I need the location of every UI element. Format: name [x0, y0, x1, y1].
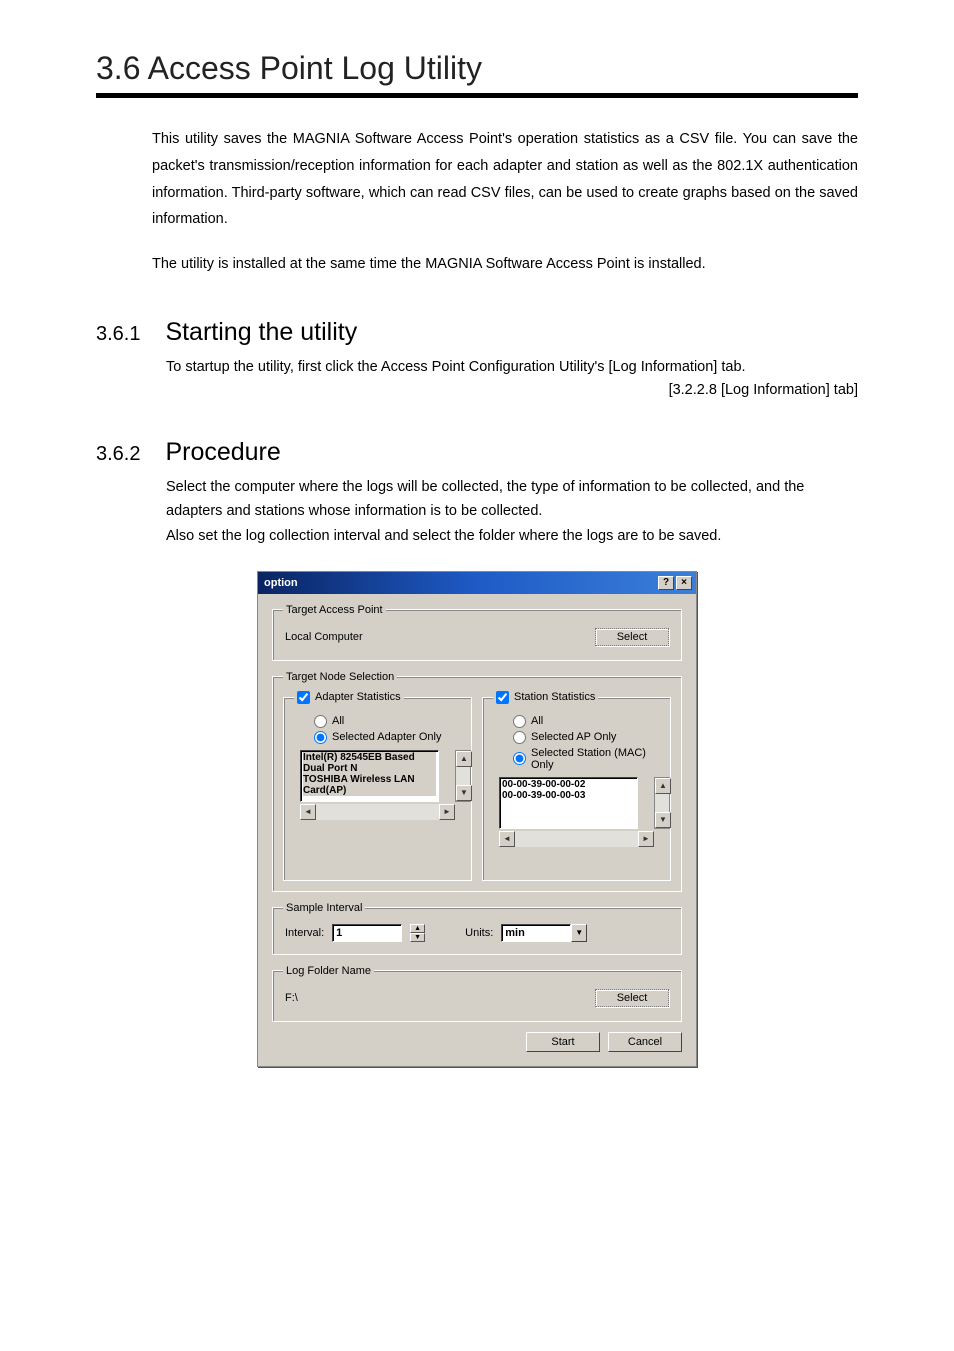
- units-value[interactable]: [501, 924, 571, 942]
- adapter-stats-checkbox[interactable]: [297, 691, 310, 704]
- legend-interval: Sample Interval: [283, 902, 365, 914]
- group-log-folder: Log Folder Name F:\ Select: [272, 965, 682, 1022]
- target-ap-value: Local Computer: [285, 631, 363, 643]
- legend-target-ap: Target Access Point: [283, 604, 386, 616]
- scroll-down-icon[interactable]: ▼: [655, 812, 671, 828]
- group-target-node: Target Node Selection Adapter Statistics…: [272, 671, 682, 892]
- legend-adapter-stats: Adapter Statistics: [315, 691, 401, 703]
- adapter-selected-label: Selected Adapter Only: [332, 731, 441, 743]
- section-2-heading: 3.6.2 Procedure: [96, 438, 858, 467]
- scroll-left-icon[interactable]: ◄: [499, 831, 515, 847]
- legend-folder: Log Folder Name: [283, 965, 374, 977]
- units-combo[interactable]: ▼: [501, 924, 587, 942]
- station-mac-radio[interactable]: [513, 752, 526, 765]
- adapter-selected-radio[interactable]: [314, 731, 327, 744]
- help-icon[interactable]: ?: [658, 576, 674, 590]
- spin-up-icon[interactable]: ▲: [410, 924, 425, 933]
- station-all-label: All: [531, 715, 543, 727]
- cancel-button[interactable]: Cancel: [608, 1032, 682, 1052]
- interval-input[interactable]: [332, 924, 402, 942]
- section-2-title: Procedure: [165, 438, 280, 466]
- group-station-stats: Station Statistics All Selected AP Only …: [482, 691, 671, 881]
- adapter-listbox[interactable]: Intel(R) 82545EB Based Dual Port N TOSHI…: [300, 750, 439, 802]
- dialog-titlebar[interactable]: option ? ×: [258, 572, 696, 594]
- scrollbar-h[interactable]: ◄ ►: [499, 831, 654, 847]
- section-2-body: Select the computer where the logs will …: [166, 475, 858, 549]
- scroll-right-icon[interactable]: ►: [638, 831, 654, 847]
- section-2-text-2: Also set the log collection interval and…: [166, 524, 858, 549]
- legend-station-stats: Station Statistics: [514, 691, 595, 703]
- log-option-dialog: option ? × Target Access Point Local Com…: [257, 571, 697, 1067]
- scroll-up-icon[interactable]: ▲: [456, 751, 472, 767]
- station-listbox[interactable]: 00-00-39-00-00-02 00-00-39-00-00-03: [499, 777, 638, 829]
- spin-down-icon[interactable]: ▼: [410, 933, 425, 942]
- station-ap-label: Selected AP Only: [531, 731, 616, 743]
- dialog-title: option: [264, 577, 298, 589]
- list-item[interactable]: 00-00-39-00-00-03: [502, 790, 635, 801]
- list-item[interactable]: Intel(R) 82545EB Based Dual Port N: [303, 752, 436, 774]
- section-1-ref: [3.2.2.8 [Log Information] tab]: [96, 382, 858, 398]
- group-adapter-stats: Adapter Statistics All Selected Adapter …: [283, 691, 472, 881]
- scroll-right-icon[interactable]: ►: [439, 804, 455, 820]
- list-item[interactable]: TOSHIBA Wireless LAN Card(AP): [303, 774, 436, 796]
- section-2-number: 3.6.2: [96, 443, 140, 465]
- group-target-access-point: Target Access Point Local Computer Selec…: [272, 604, 682, 661]
- select-folder-button[interactable]: Select: [595, 989, 669, 1007]
- station-all-radio[interactable]: [513, 715, 526, 728]
- interval-label: Interval:: [285, 927, 324, 939]
- folder-value: F:\: [285, 992, 298, 1004]
- section-1-body: To startup the utility, first click the …: [166, 355, 858, 380]
- title-rule: [96, 93, 858, 98]
- group-sample-interval: Sample Interval Interval: ▲ ▼ Units: ▼: [272, 902, 682, 955]
- station-stats-checkbox[interactable]: [496, 691, 509, 704]
- station-ap-radio[interactable]: [513, 731, 526, 744]
- section-1-number: 3.6.1: [96, 323, 140, 345]
- intro-paragraph-1: This utility saves the MAGNIA Software A…: [152, 126, 858, 233]
- intro-text: This utility saves the MAGNIA Software A…: [152, 126, 858, 278]
- start-button[interactable]: Start: [526, 1032, 600, 1052]
- scrollbar-h[interactable]: ◄ ►: [300, 804, 455, 820]
- scroll-left-icon[interactable]: ◄: [300, 804, 316, 820]
- scrollbar-v[interactable]: ▲ ▼: [455, 750, 471, 802]
- intro-paragraph-2: The utility is installed at the same tim…: [152, 251, 858, 278]
- scroll-up-icon[interactable]: ▲: [655, 778, 671, 794]
- scroll-down-icon[interactable]: ▼: [456, 785, 472, 801]
- section-2-text-1: Select the computer where the logs will …: [166, 475, 858, 524]
- interval-spinner[interactable]: ▲ ▼: [410, 924, 425, 942]
- page-title: 3.6 Access Point Log Utility: [96, 50, 858, 87]
- adapter-all-radio[interactable]: [314, 715, 327, 728]
- section-1-heading: 3.6.1 Starting the utility: [96, 318, 858, 347]
- select-ap-button[interactable]: Select: [595, 628, 669, 646]
- units-label: Units:: [465, 927, 493, 939]
- chevron-down-icon[interactable]: ▼: [571, 924, 587, 942]
- section-1-text: To startup the utility, first click the …: [166, 355, 858, 380]
- adapter-all-label: All: [332, 715, 344, 727]
- station-mac-label: Selected Station (MAC) Only: [531, 747, 660, 771]
- section-1-title: Starting the utility: [165, 318, 357, 346]
- legend-target-node: Target Node Selection: [283, 671, 397, 683]
- scrollbar-v[interactable]: ▲ ▼: [654, 777, 670, 829]
- close-icon[interactable]: ×: [676, 576, 692, 590]
- list-item[interactable]: 00-00-39-00-00-02: [502, 779, 635, 790]
